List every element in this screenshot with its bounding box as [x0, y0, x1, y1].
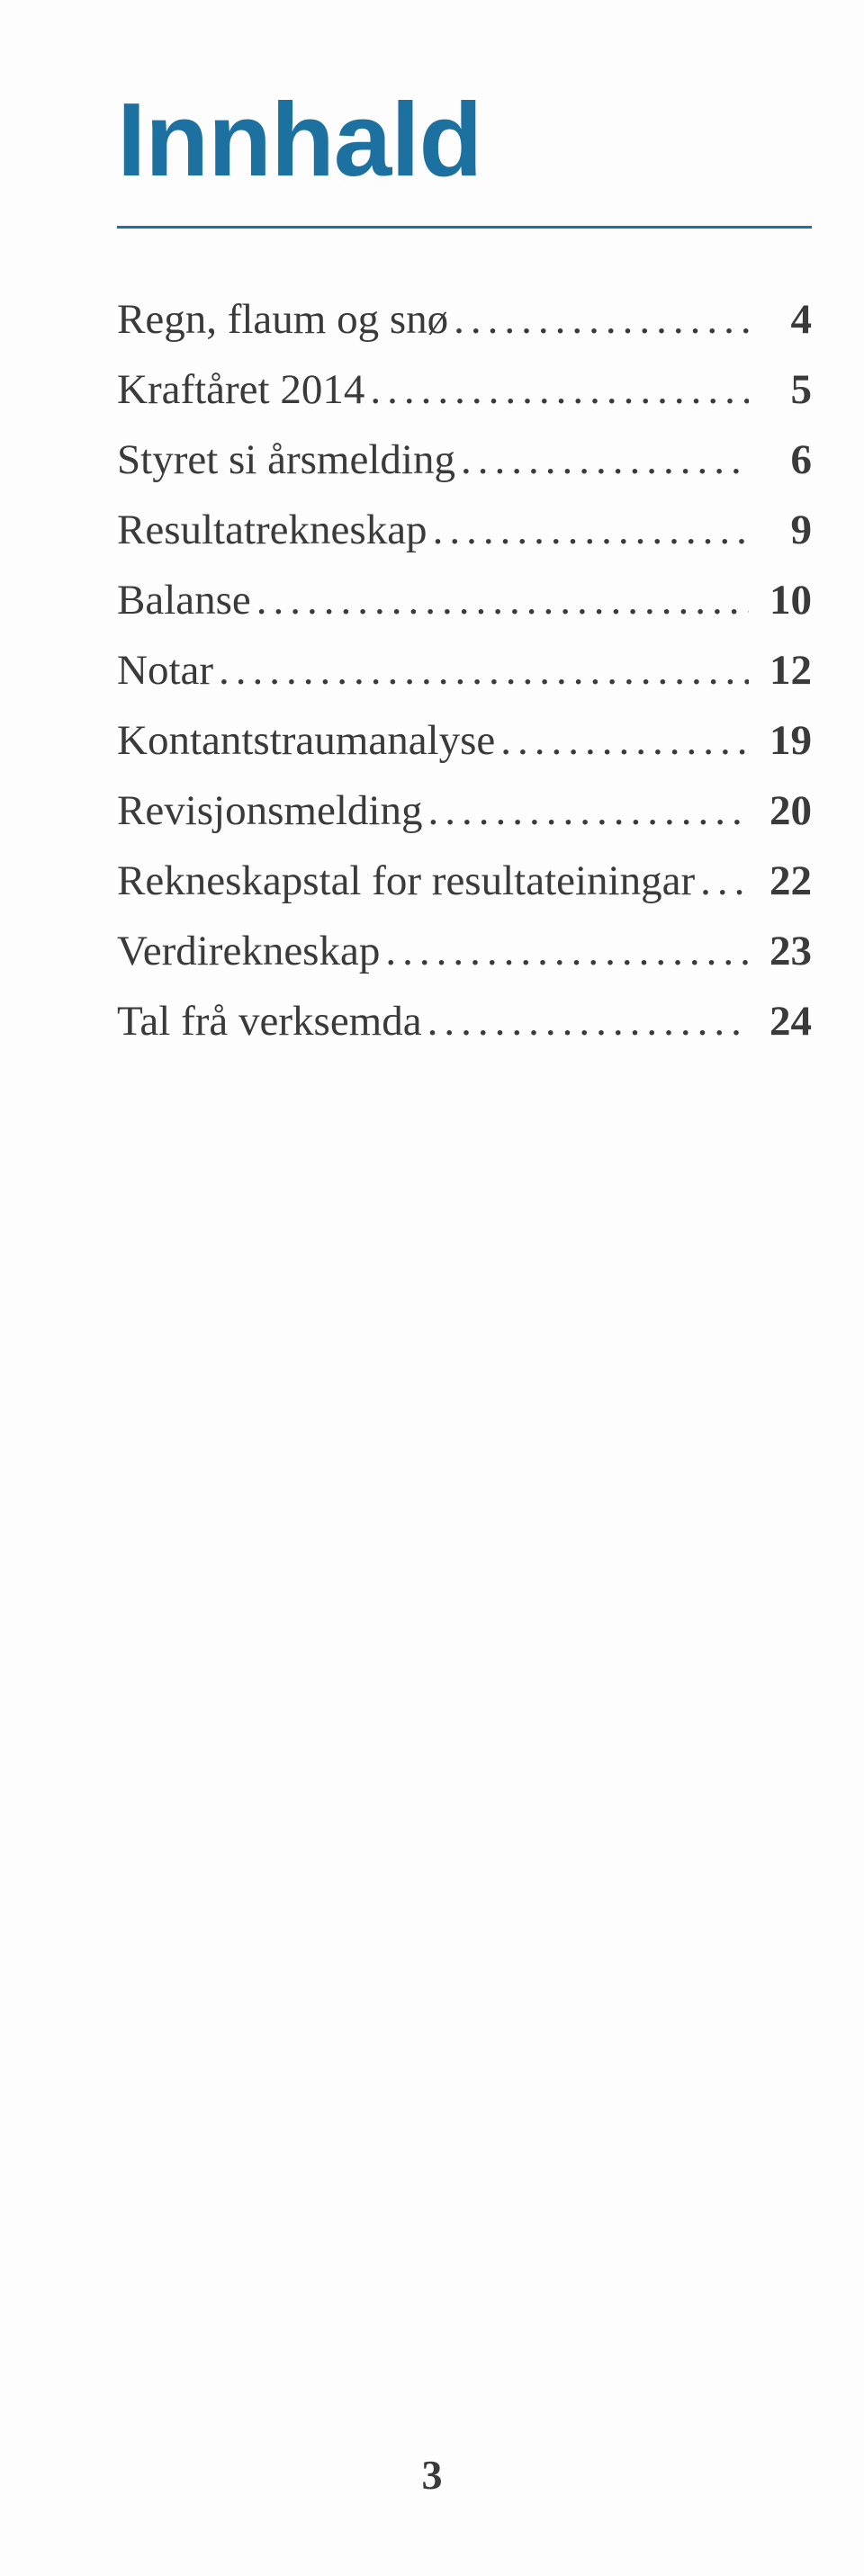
toc-leader-dots: [433, 509, 749, 552]
toc-label: Regn, flaum og snø: [117, 299, 448, 341]
page-title: Innhald: [117, 85, 812, 195]
toc-row: Notar 12: [117, 650, 812, 692]
toc-page: 20: [754, 790, 812, 832]
toc-page: 12: [754, 650, 812, 692]
page: Innhald Regn, flaum og snø 4 Kraftåret 2…: [0, 0, 864, 2576]
toc-leader-dots: [454, 299, 749, 341]
toc-page: 22: [754, 860, 812, 902]
toc-page: 6: [754, 439, 812, 481]
toc-row: Regn, flaum og snø 4: [117, 299, 812, 341]
table-of-contents: Regn, flaum og snø 4 Kraftåret 2014 5 St…: [117, 299, 812, 1043]
toc-leader-dots: [428, 790, 749, 832]
toc-label: Kraftåret 2014: [117, 369, 364, 411]
toc-label: Tal frå verksemda: [117, 1001, 422, 1043]
toc-row: Kraftåret 2014 5: [117, 369, 812, 411]
toc-row: Kontantstraumanalyse 19: [117, 720, 812, 762]
toc-row: Resultatrekneskap 9: [117, 509, 812, 552]
toc-page: 5: [754, 369, 812, 411]
toc-row: Styret si årsmelding 6: [117, 439, 812, 481]
title-rule: [117, 226, 812, 229]
toc-leader-dots: [461, 439, 749, 481]
toc-label: Balanse: [117, 579, 251, 622]
toc-leader-dots: [219, 650, 749, 692]
toc-leader-dots: [256, 579, 749, 622]
toc-label: Revisjonsmelding: [117, 790, 422, 832]
toc-leader-dots: [700, 860, 749, 902]
toc-page: 19: [754, 720, 812, 762]
toc-row: Tal frå verksemda 24: [117, 1001, 812, 1043]
toc-label: Styret si årsmelding: [117, 439, 455, 481]
toc-label: Verdirekneskap: [117, 930, 380, 973]
toc-page: 10: [754, 579, 812, 622]
toc-leader-dots: [428, 1001, 749, 1043]
toc-label: Kontantstraumanalyse: [117, 720, 495, 762]
toc-leader-dots: [370, 369, 749, 411]
toc-leader-dots: [385, 930, 749, 973]
toc-page: 23: [754, 930, 812, 973]
toc-page: 24: [754, 1001, 812, 1043]
toc-page: 4: [754, 299, 812, 341]
toc-leader-dots: [500, 720, 749, 762]
toc-page: 9: [754, 509, 812, 552]
toc-row: Rekneskapstal for resultateiningar 22: [117, 860, 812, 902]
toc-label: Rekneskapstal for resultateiningar: [117, 860, 695, 902]
page-number: 3: [0, 2451, 864, 2499]
toc-row: Revisjonsmelding 20: [117, 790, 812, 832]
toc-row: Verdirekneskap 23: [117, 930, 812, 973]
toc-row: Balanse 10: [117, 579, 812, 622]
toc-label: Resultatrekneskap: [117, 509, 428, 552]
toc-label: Notar: [117, 650, 213, 692]
